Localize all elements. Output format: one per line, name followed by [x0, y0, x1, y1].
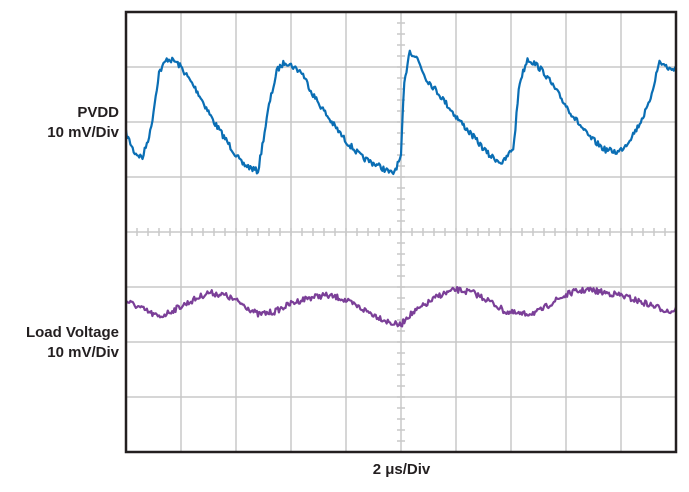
- pvdd-trace: [124, 49, 677, 176]
- pvdd-scale: 10 mV/Div: [47, 124, 119, 141]
- pvdd-label: PVDD 10 mV/Div: [47, 103, 119, 143]
- x-axis-label: 2 μs/Div: [372, 461, 431, 478]
- pvdd-name: PVDD: [77, 104, 119, 121]
- load-voltage-name: Load Voltage: [25, 324, 119, 341]
- load-voltage-scale: 10 mV/Div: [47, 344, 119, 361]
- graticule-ticks: [136, 22, 666, 442]
- load-voltage-trace: [125, 286, 678, 328]
- load-voltage-label: Load Voltage 10 mV/Div: [26, 323, 119, 363]
- plot-frame: [124, 10, 678, 454]
